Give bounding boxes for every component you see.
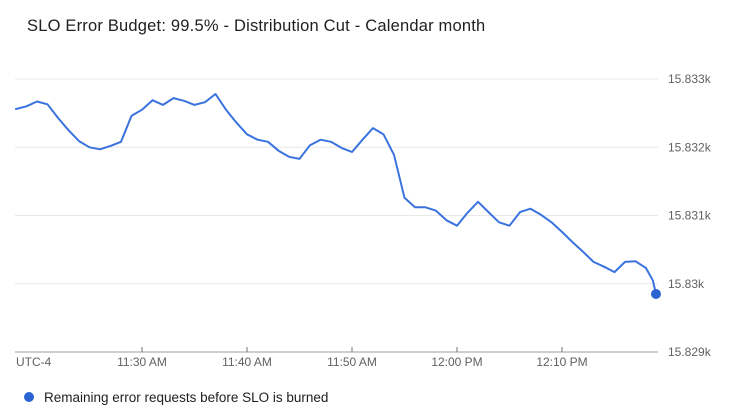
line-chart: 11:30 AM 11:40 AM 11:50 AM 12:00 PM 12:10 PM…: [15, 72, 712, 369]
y-axis-label: 15.831k: [668, 209, 712, 223]
legend-series-label: Remaining error requests before SLO is b…: [44, 389, 329, 405]
x-axis-label: 11:40 AM: [222, 355, 272, 369]
utc-offset-label: UTC-4: [16, 355, 52, 369]
legend-series-dot-icon: [24, 392, 34, 402]
chart-plot-area[interactable]: 11:30 AM 11:40 AM 11:50 AM 12:00 PM 12:10 PM…: [0, 0, 732, 380]
y-axis-label: 15.833k: [668, 72, 712, 86]
x-axis-label: 12:10 PM: [536, 355, 587, 369]
chart-legend: Remaining error requests before SLO is b…: [24, 389, 328, 405]
y-axis-label: 15.832k: [668, 140, 712, 154]
chart-title: SLO Error Budget: 99.5% - Distribution C…: [27, 17, 486, 35]
series-end-dot[interactable]: [650, 288, 661, 299]
x-axis-label: 12:00 PM: [431, 355, 482, 369]
x-axis-label: 11:50 AM: [327, 355, 377, 369]
y-axis-label: 15.83k: [668, 277, 705, 291]
x-axis-label: 11:30 AM: [117, 355, 167, 369]
y-axis-label: 15.829k: [668, 345, 712, 359]
series-line[interactable]: [15, 93, 657, 295]
